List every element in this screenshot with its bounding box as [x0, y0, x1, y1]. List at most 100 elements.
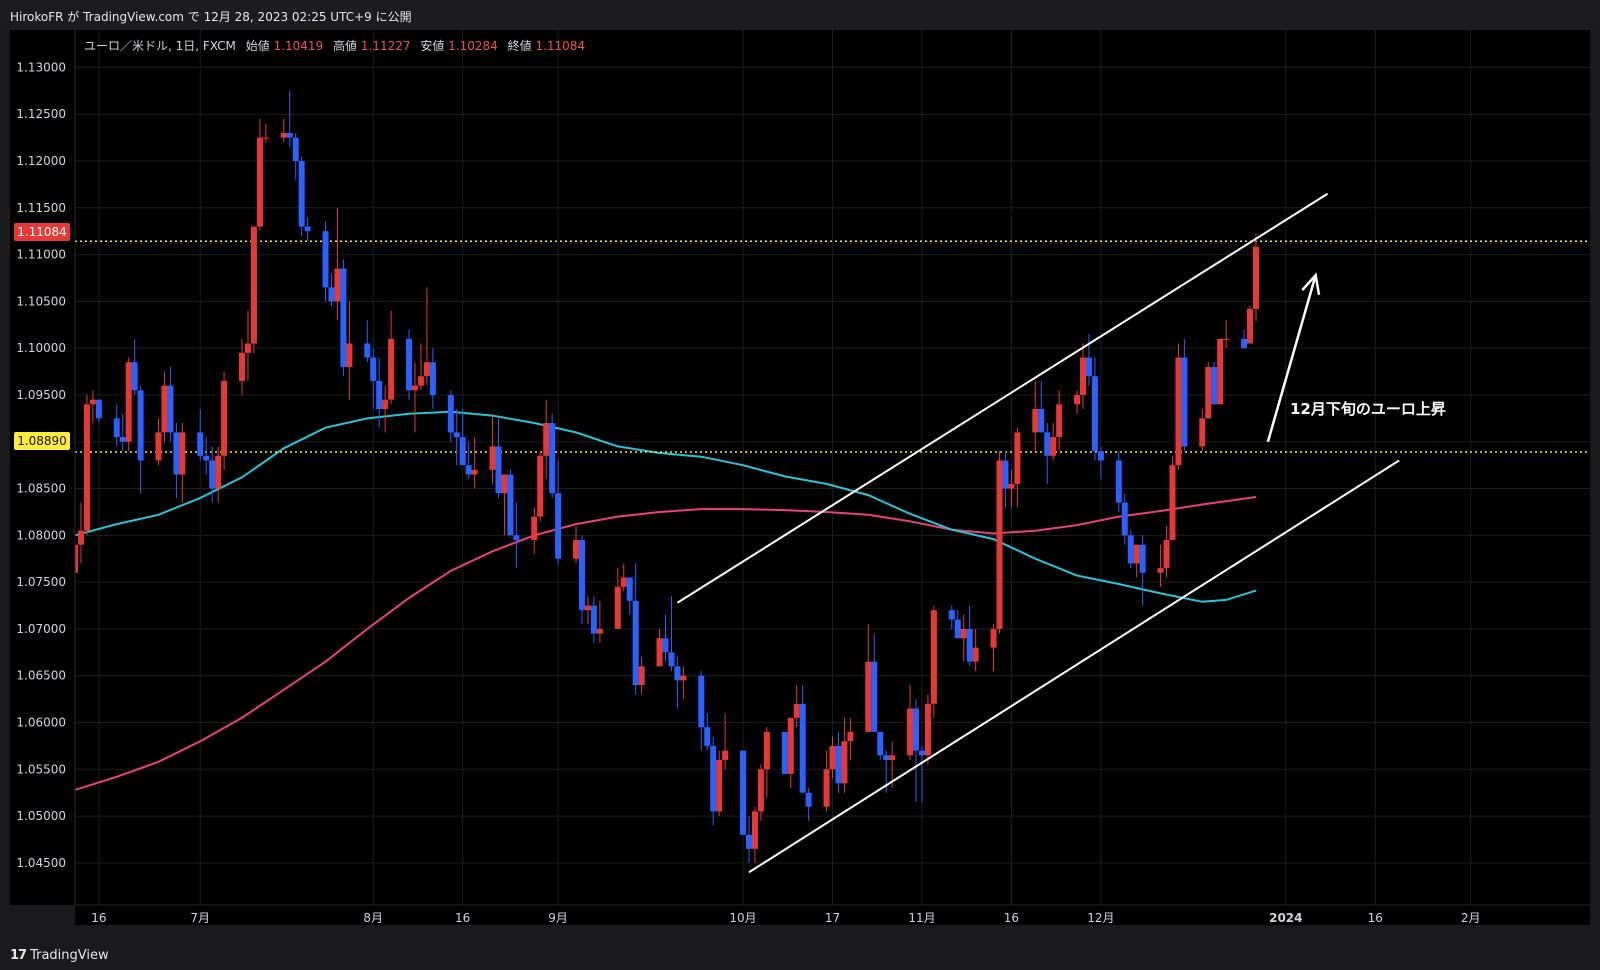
candle	[250, 226, 257, 353]
candle	[155, 418, 162, 466]
y-tick-label: 1.07500	[16, 575, 66, 589]
candle	[244, 310, 251, 381]
candle-body	[573, 540, 580, 559]
candle-body	[847, 731, 854, 742]
candle-body	[1014, 432, 1021, 484]
candle-body	[1091, 376, 1098, 452]
candle	[239, 338, 246, 395]
candle	[489, 413, 496, 484]
candle-body	[763, 731, 770, 770]
candle	[328, 273, 335, 307]
candle	[286, 90, 293, 147]
candle	[453, 409, 460, 466]
y-axis-panel[interactable]	[10, 30, 75, 905]
candle-body	[125, 362, 132, 442]
candle-body	[197, 432, 204, 456]
candle	[674, 657, 681, 709]
candle-body	[704, 727, 711, 746]
candle-body	[388, 338, 395, 400]
drawings[interactable]	[676, 192, 1400, 874]
candle	[83, 394, 90, 536]
candle	[781, 731, 788, 774]
last-price-tag-bg	[14, 223, 70, 241]
channel-upper-trend-line	[676, 192, 1329, 604]
candle	[1080, 343, 1087, 410]
candle-body	[465, 465, 472, 475]
y-tick-label: 1.09500	[16, 388, 66, 402]
candle-body	[459, 437, 466, 466]
candle-body	[161, 385, 168, 433]
candle	[262, 123, 269, 143]
candle	[1211, 362, 1218, 405]
x-tick-label: 16	[1368, 911, 1383, 925]
candle-body	[1211, 366, 1218, 405]
legend-low-value: 1.10284	[448, 39, 498, 53]
candle-body	[406, 338, 413, 391]
candle-body	[662, 638, 669, 653]
candle-body	[167, 385, 174, 433]
candle-body	[799, 703, 806, 793]
candle	[1097, 446, 1104, 480]
tradingview-logo[interactable]: 17 TradingView	[10, 945, 109, 965]
candle-body	[382, 399, 389, 410]
candle	[209, 446, 216, 503]
candle	[1127, 530, 1134, 569]
candle-body	[614, 586, 621, 629]
candle-body	[1008, 483, 1015, 489]
x-tick-label: 7月	[190, 911, 210, 925]
legend-line: ユーロ／米ドル, 1日, FXCM 始値 1.10419 高値 1.11227 …	[84, 38, 585, 53]
candle-body	[1169, 465, 1176, 541]
x-axis-panel[interactable]	[75, 905, 1590, 925]
candle-body	[304, 226, 311, 232]
candle-body	[930, 610, 937, 704]
price-chart[interactable]: 16 7月 8月 16 9月 10月 17 11月 16 12月 2024 16 2月 1.13000 1…	[0, 0, 1600, 930]
legend-symbol: ユーロ／米ドル, 1日, FXCM	[84, 39, 236, 53]
candle-body	[1163, 540, 1170, 569]
candle-body	[680, 675, 687, 681]
candle-body	[793, 703, 800, 718]
candle-body	[328, 287, 335, 302]
x-tick-label: 11月	[908, 911, 935, 925]
candle-body	[871, 661, 878, 732]
candle-body	[453, 432, 460, 438]
candle-body	[805, 792, 812, 807]
candle-body	[907, 708, 914, 756]
candle-body	[996, 460, 1003, 629]
candle-body	[471, 469, 478, 475]
candle-body	[1050, 437, 1057, 456]
y-tick-label: 1.11500	[16, 201, 66, 215]
candle-body	[262, 137, 269, 139]
candle	[710, 736, 717, 826]
up-arrow-shaft	[1266, 274, 1317, 443]
candle-body	[155, 432, 162, 461]
candle-body	[584, 605, 591, 611]
y-tick-label: 1.06000	[16, 716, 66, 730]
candle-body	[751, 811, 758, 849]
candle	[907, 685, 914, 760]
candle	[763, 727, 770, 798]
candle-body	[447, 394, 454, 433]
candle-body	[215, 455, 222, 489]
candle	[1008, 469, 1015, 508]
candle-body	[221, 380, 228, 456]
tradingview-logo-icon: 17	[10, 947, 27, 963]
candle	[298, 156, 305, 236]
candle	[1038, 380, 1045, 433]
legend-high-label: 高値	[333, 38, 357, 53]
x-tick-label: 9月	[548, 911, 568, 925]
channel-lower-trend-line	[748, 459, 1400, 874]
candle-body	[960, 628, 967, 639]
candle	[77, 502, 84, 564]
candle-body	[1121, 502, 1128, 536]
candle	[543, 399, 550, 480]
candle	[1002, 451, 1009, 508]
candle	[113, 404, 120, 447]
annotation-text[interactable]: 12月下旬のユーロ上昇	[1290, 400, 1446, 418]
x-tick-label: 10月	[729, 911, 756, 925]
candle-body	[966, 628, 973, 662]
candle	[411, 362, 418, 433]
candle	[829, 736, 836, 779]
candle-body	[1097, 451, 1104, 461]
legend-high-value: 1.11227	[361, 39, 411, 53]
candle	[388, 310, 395, 405]
